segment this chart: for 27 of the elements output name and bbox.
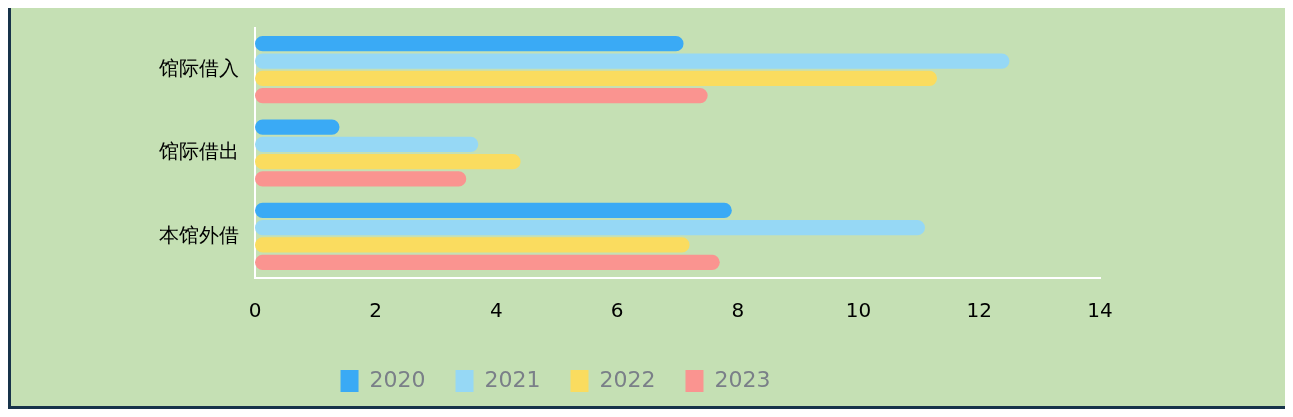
legend-label: 2023 <box>714 366 771 392</box>
bar <box>255 220 925 236</box>
bar <box>255 154 521 170</box>
x-tick-label: 2 <box>369 298 383 323</box>
legend-label: 2020 <box>369 366 426 392</box>
x-tick-label: 8 <box>731 298 745 323</box>
x-tick-label: 14 <box>1087 298 1113 323</box>
x-tick-label: 0 <box>248 298 262 323</box>
bar <box>255 88 708 104</box>
y-tick-label: 馆际借入 <box>158 55 239 80</box>
x-tick-label: 4 <box>490 298 503 323</box>
bar <box>255 36 684 52</box>
x-tick-label: 10 <box>845 298 872 323</box>
bar <box>255 136 479 152</box>
y-tick-label: 本馆外借 <box>159 222 239 247</box>
legend-label: 2021 <box>484 366 541 392</box>
x-tick-label: 6 <box>610 298 624 323</box>
y-tick-label: 馆际借出 <box>158 139 239 164</box>
bar <box>255 119 340 135</box>
legend-label: 2022 <box>599 366 656 392</box>
bar <box>255 237 690 253</box>
x-tick-label: 12 <box>966 298 993 323</box>
bar <box>255 171 467 187</box>
bar <box>255 70 938 86</box>
bar <box>255 53 1010 69</box>
bar <box>255 202 732 218</box>
bar <box>255 254 720 270</box>
